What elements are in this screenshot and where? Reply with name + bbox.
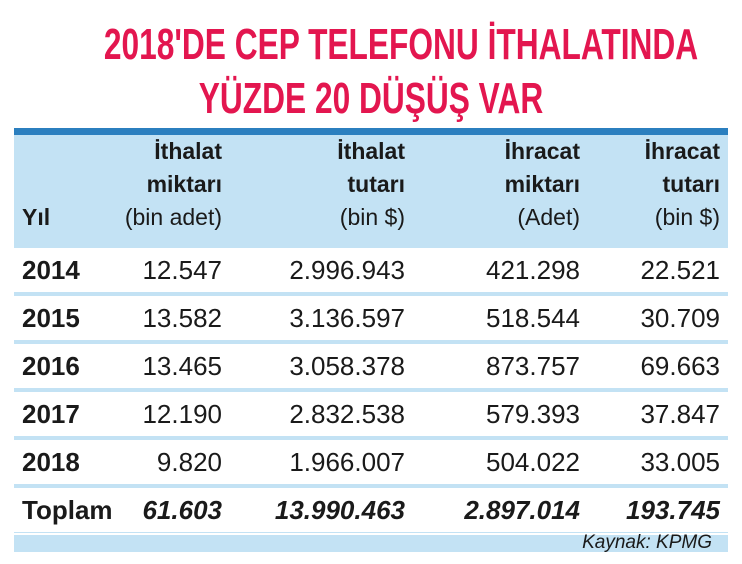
title-line: YÜZDE 20 DÜŞÜŞ VAR [198, 74, 544, 123]
header-text: (bin $) [654, 204, 720, 230]
cell-value: 2.897.014 [464, 495, 580, 525]
cell-value: 13.582 [142, 303, 222, 333]
row-background [14, 440, 728, 484]
row-background [14, 344, 728, 388]
cell-value: 22.521 [640, 255, 720, 285]
header-text: İhracat [504, 138, 580, 164]
cell-value: 37.847 [640, 399, 720, 429]
header-text: miktarı [146, 171, 222, 197]
cell-value: 30.709 [640, 303, 720, 333]
cell-value: 13.465 [142, 351, 222, 381]
cell-value: 2.996.943 [289, 255, 405, 285]
cell-value: 13.990.463 [274, 495, 405, 525]
cell-value: 873.757 [486, 351, 580, 381]
row-label: 2015 [22, 303, 80, 333]
cell-value: 33.005 [640, 447, 720, 477]
row-label: 2016 [22, 351, 80, 381]
row-background [14, 488, 728, 532]
cell-value: 421.298 [486, 255, 580, 285]
header-text: (Adet) [517, 204, 580, 230]
row-background [14, 296, 728, 340]
title-line: 2018'DE CEP TELEFONU İTHALATINDA [103, 20, 699, 69]
header-text: İthalat [154, 138, 222, 164]
header-text: tutarı [347, 171, 406, 197]
cell-value: 9.820 [156, 447, 222, 477]
source: Kaynak: KPMG [582, 532, 712, 553]
row-label: 2014 [22, 255, 80, 285]
cell-value: 518.544 [486, 303, 580, 333]
top-stripe [14, 128, 728, 135]
header-text: İthalat [337, 138, 405, 164]
row-label: 2018 [22, 447, 80, 477]
cell-value: 61.603 [142, 495, 222, 525]
cell-value: 3.136.597 [289, 303, 405, 333]
cell-value: 3.058.378 [289, 351, 405, 381]
header-text: tutarı [662, 171, 721, 197]
header-text: Yıl [22, 204, 51, 230]
cell-value: 69.663 [640, 351, 720, 381]
footer-bar [14, 535, 728, 552]
header-text: (bin adet) [124, 204, 222, 230]
cell-value: 579.393 [486, 399, 580, 429]
cell-value: 1.966.007 [289, 447, 405, 477]
row-background [14, 248, 728, 292]
cell-value: 2.832.538 [289, 399, 405, 429]
header-text: (bin $) [339, 204, 405, 230]
row-background [14, 392, 728, 436]
header-text: miktarı [504, 171, 580, 197]
cell-value: 504.022 [486, 447, 580, 477]
cell-value: 193.745 [626, 495, 720, 525]
row-label: Toplam [22, 495, 113, 525]
cell-value: 12.190 [142, 399, 222, 429]
row-label: 2017 [22, 399, 80, 429]
header-text: İhracat [644, 138, 720, 164]
cell-value: 12.547 [142, 255, 222, 285]
